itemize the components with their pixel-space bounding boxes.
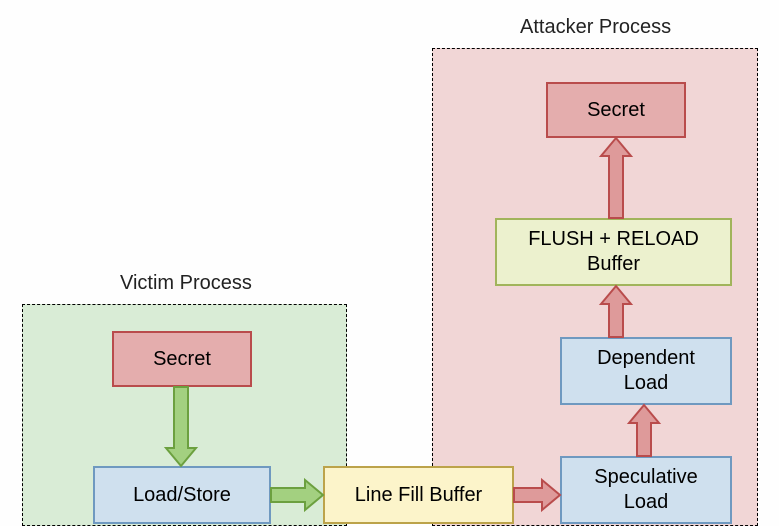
arrow-spec-to-dep [627, 403, 661, 458]
dep-node: DependentLoad [560, 337, 732, 405]
flr-node: FLUSH + RELOADBuffer [495, 218, 732, 286]
arrow-lfb-to-spec [512, 478, 562, 512]
arrow-secret_v-to-loadstore [164, 385, 198, 468]
loadstore-node: Load/Store [93, 466, 271, 524]
attacker-label: Attacker Process [520, 16, 671, 39]
arrow-dep-to-flr [599, 284, 633, 339]
lfb-node: Line Fill Buffer [323, 466, 514, 524]
arrow-loadstore-to-lfb [269, 478, 325, 512]
spec-node: SpeculativeLoad [560, 456, 732, 524]
victim-label: Victim Process [120, 272, 252, 295]
secret_v-node: Secret [112, 331, 252, 387]
diagram-canvas: Victim Process Attacker Process Secret Load… [0, 0, 779, 526]
secret_a-node: Secret [546, 82, 686, 138]
arrow-flr-to-secret_a [599, 136, 633, 220]
